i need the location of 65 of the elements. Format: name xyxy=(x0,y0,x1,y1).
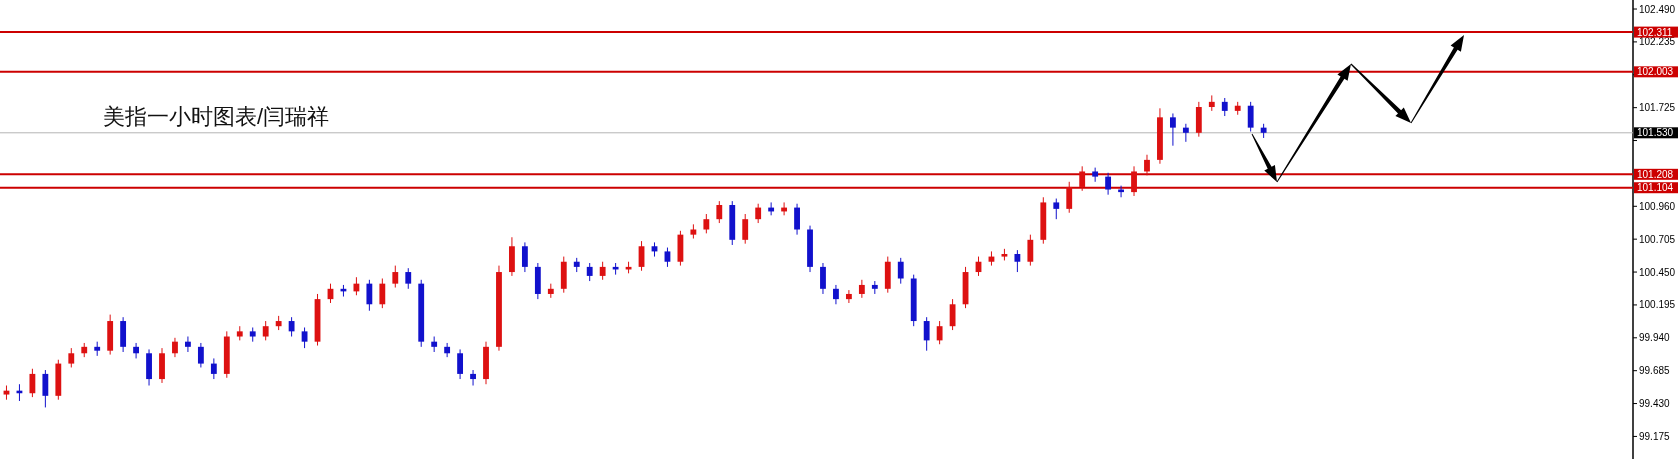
candlestick xyxy=(366,279,373,312)
candlestick xyxy=(353,276,360,296)
candlestick xyxy=(197,342,204,368)
candlestick xyxy=(742,213,749,245)
candlestick xyxy=(858,279,865,299)
candlestick xyxy=(1131,165,1137,197)
y-tick-label: 100.960 xyxy=(1639,200,1676,212)
candlestick xyxy=(586,262,593,282)
candlestick xyxy=(444,342,451,358)
candlestick xyxy=(301,326,308,349)
candlestick xyxy=(457,348,464,380)
candlestick xyxy=(42,369,49,408)
y-tick-label: 102.235 xyxy=(1639,36,1676,48)
candlestick xyxy=(599,261,606,281)
candlestick xyxy=(1144,154,1150,176)
candlestick xyxy=(1105,172,1112,196)
y-tick-label: 99.685 xyxy=(1639,365,1671,377)
candlestick xyxy=(172,337,178,358)
candlestick xyxy=(820,262,826,295)
y-tick-label: 99.430 xyxy=(1639,398,1671,410)
text: 美指一小时图表/闫瑞祥 xyxy=(103,104,330,129)
candlestick xyxy=(262,320,269,341)
y-tick-label: 100.450 xyxy=(1639,266,1676,278)
ref-line-label: 102.003 xyxy=(1637,66,1674,78)
candlestick xyxy=(470,369,476,387)
candlestick xyxy=(1247,101,1254,133)
y-tick-label: 99.175 xyxy=(1639,430,1671,442)
candlestick xyxy=(703,213,710,234)
y-tick-label: 100.195 xyxy=(1639,299,1676,311)
y-tick-label: 100.705 xyxy=(1639,233,1676,245)
candlestick xyxy=(833,284,839,305)
candlestick xyxy=(185,336,191,353)
candlestick xyxy=(1079,165,1086,192)
candlestick xyxy=(392,265,399,289)
ref-line-label: 102.311 xyxy=(1637,26,1673,38)
candlestick xyxy=(210,357,217,380)
candlestick xyxy=(1066,181,1073,214)
candlestick xyxy=(288,316,295,338)
candlestick xyxy=(68,347,75,368)
candlestick xyxy=(1182,123,1189,143)
candlestick xyxy=(794,203,800,236)
candlestick xyxy=(29,368,36,398)
candlestick xyxy=(1027,234,1034,267)
candlestick xyxy=(1014,249,1021,273)
candlestick xyxy=(521,241,528,273)
y-tick-label: 102.490 xyxy=(1639,3,1676,15)
candlestick xyxy=(664,247,671,268)
y-tick-label: 99.940 xyxy=(1639,332,1671,344)
candlestick xyxy=(936,320,943,345)
candlestick xyxy=(405,267,412,290)
ref-line-label: 101.208 xyxy=(1637,168,1674,180)
candlestick xyxy=(923,316,930,352)
candlestick xyxy=(1221,97,1228,117)
ref-line-label: 101.530 xyxy=(1637,127,1674,139)
candlestick xyxy=(1053,198,1060,220)
candlestick xyxy=(845,289,852,304)
candlestick xyxy=(755,203,762,224)
candlestick xyxy=(716,200,723,224)
y-tick-label: 101.725 xyxy=(1639,102,1676,114)
candlestick xyxy=(1169,112,1176,147)
ref-line-label: 101.104 xyxy=(1637,182,1674,194)
candlestick xyxy=(133,342,139,359)
candlestick xyxy=(1092,167,1099,183)
candlestick xyxy=(379,277,386,309)
candlestick xyxy=(897,257,904,285)
